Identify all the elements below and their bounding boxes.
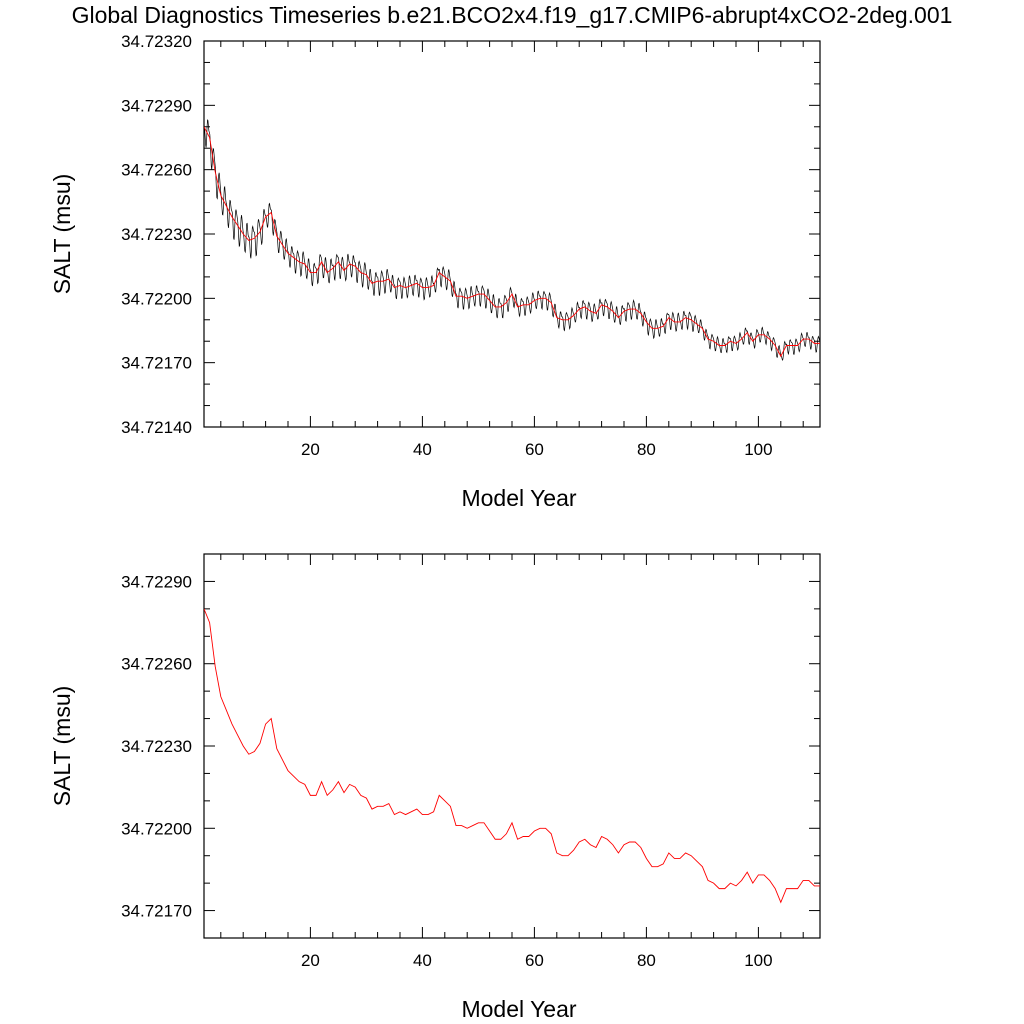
plot-frame-top <box>203 40 821 428</box>
y-tick-label: 34.72260 <box>121 161 192 180</box>
y-axis-title: SALT (msu) <box>49 686 75 807</box>
y-tick-label: 34.72200 <box>121 819 192 838</box>
x-tick-label: 40 <box>413 440 432 459</box>
chart-title: Global Diagnostics Timeseries b.e21.BCO2… <box>71 2 953 28</box>
y-tick-label: 34.72140 <box>121 418 192 437</box>
x-axis-title: Model Year <box>461 485 576 511</box>
x-tick-label: 100 <box>744 951 772 970</box>
x-tick-label: 20 <box>301 440 320 459</box>
x-tick-label: 60 <box>525 951 544 970</box>
x-tick-label: 60 <box>525 440 544 459</box>
x-tick-label: 80 <box>637 951 656 970</box>
y-tick-label: 34.72290 <box>121 96 192 115</box>
series-line-annual <box>204 608 820 904</box>
y-tick-label: 34.72170 <box>121 902 192 921</box>
x-tick-label: 20 <box>301 951 320 970</box>
x-tick-label: 100 <box>744 440 772 459</box>
x-tick-label: 40 <box>413 951 432 970</box>
y-tick-label: 34.72260 <box>121 655 192 674</box>
y-tick-label: 34.72320 <box>121 32 192 51</box>
x-tick-label: 80 <box>637 440 656 459</box>
x-axis-title: Model Year <box>461 996 576 1022</box>
y-axis-title: SALT (msu) <box>49 174 75 295</box>
y-tick-label: 34.72290 <box>121 572 192 591</box>
y-tick-label: 34.72200 <box>121 289 192 308</box>
y-tick-label: 34.72230 <box>121 225 192 244</box>
y-tick-label: 34.72230 <box>121 737 192 756</box>
series-line-monthly <box>204 119 820 362</box>
y-tick-label: 34.72170 <box>121 354 192 373</box>
plot-frame-bottom <box>203 553 821 939</box>
series-line-annual <box>204 126 820 358</box>
